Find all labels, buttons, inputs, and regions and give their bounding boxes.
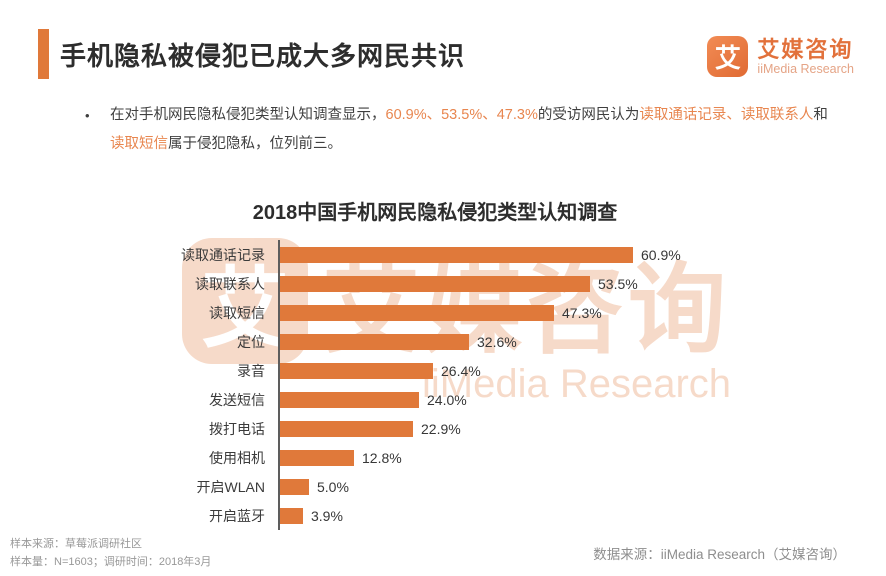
- bar-area: 26.4%: [278, 356, 770, 385]
- highlighted-text: 60.9%、53.5%、47.3%: [385, 107, 538, 123]
- category-label: 录音: [237, 362, 265, 379]
- chart-row: 读取通话记录 60.9%: [150, 240, 770, 269]
- category-label: 开启蓝牙: [209, 507, 265, 524]
- category-label: 读取通话记录: [181, 246, 265, 263]
- category-label: 拨打电话: [209, 420, 265, 437]
- value-label: 53.5%: [598, 275, 638, 292]
- bar-area: 24.0%: [278, 385, 770, 414]
- bar-area: 53.5%: [278, 269, 770, 298]
- sample-source-line: 样本来源：草莓派调研社区: [10, 538, 142, 550]
- bar-area: 5.0%: [278, 472, 770, 501]
- bar: [280, 420, 413, 437]
- chart-row: 读取联系人 53.5%: [150, 269, 770, 298]
- page-title: 手机隐私被侵犯已成大多网民共识: [60, 40, 466, 71]
- highlighted-text: 读取短信: [110, 136, 168, 152]
- value-label: 32.6%: [477, 333, 517, 350]
- body-text: 和: [813, 107, 828, 123]
- category-label: 使用相机: [209, 449, 265, 466]
- bar: [280, 391, 419, 408]
- bar: [280, 275, 590, 292]
- category-label: 发送短信: [209, 391, 265, 408]
- bar-area: 47.3%: [278, 298, 770, 327]
- category-label: 开启WLAN: [196, 478, 265, 495]
- body-text: 属于侵犯隐私，位列前三。: [168, 136, 342, 152]
- bar-area: 60.9%: [278, 240, 770, 269]
- body-text: 在对手机网民隐私侵犯类型认知调查显示，: [110, 107, 386, 123]
- value-label: 26.4%: [441, 362, 481, 379]
- bar-area: 3.9%: [278, 501, 770, 530]
- chart-row: 读取短信 47.3%: [150, 298, 770, 327]
- iimedia-logo-icon: 艾: [707, 36, 749, 77]
- body-text: 的受访网民认为: [537, 107, 640, 123]
- chart-title: 2018中国手机网民隐私侵犯类型认知调查: [252, 202, 618, 224]
- category-label: 读取联系人: [195, 275, 265, 292]
- chart-section: 艾 艾媒咨询 iiMedia Research 2018中国手机网民隐私侵犯类型…: [150, 196, 770, 530]
- value-label: 60.9%: [641, 246, 681, 263]
- chart-rows: 读取通话记录 60.9% 读取联系人 53.5% 读取短信 47.3% 定位 32.6% 录音 2…: [150, 240, 770, 530]
- category-label: 定位: [237, 333, 265, 350]
- chart-row: 使用相机 12.8%: [150, 443, 770, 472]
- sample-size-line: 样本量：N=1603；调研时间：2018年3月: [10, 556, 212, 568]
- logo-name-cn: 艾媒咨询: [757, 37, 854, 62]
- chart-row: 开启WLAN 5.0%: [150, 472, 770, 501]
- slide-header: 手机隐私被侵犯已成大多网民共识: [38, 29, 465, 79]
- iimedia-logo: 艾 艾媒咨询 iiMedia Research: [707, 36, 854, 77]
- value-label: 22.9%: [421, 420, 461, 437]
- summary-bullet: • 在对手机网民隐私侵犯类型认知调查显示，60.9%、53.5%、47.3%的受…: [85, 101, 833, 159]
- value-label: 5.0%: [317, 478, 349, 495]
- bar: [280, 449, 354, 466]
- bullet-text: 在对手机网民隐私侵犯类型认知调查显示，60.9%、53.5%、47.3%的受访网…: [110, 101, 833, 159]
- bullet-marker: •: [85, 108, 90, 123]
- title-accent-bar: [38, 29, 49, 79]
- sample-source-note: 样本来源：草莓派调研社区 样本量：N=1603；调研时间：2018年3月: [10, 535, 211, 571]
- chart-row: 开启蓝牙 3.9%: [150, 501, 770, 530]
- bar: [280, 362, 433, 379]
- value-label: 24.0%: [427, 391, 467, 408]
- bar: [280, 246, 633, 263]
- chart-row: 拨打电话 22.9%: [150, 414, 770, 443]
- bar-area: 32.6%: [278, 327, 770, 356]
- highlighted-text: 读取通话记录、读取联系人: [639, 107, 814, 123]
- value-label: 3.9%: [311, 507, 343, 524]
- chart-row: 发送短信 24.0%: [150, 385, 770, 414]
- value-label: 12.8%: [362, 449, 402, 466]
- category-label: 读取短信: [209, 304, 265, 321]
- chart-row: 录音 26.4%: [150, 356, 770, 385]
- logo-text: 艾媒咨询 iiMedia Research: [757, 37, 854, 76]
- data-source-note: 数据来源：iiMedia Research（艾媒咨询）: [593, 547, 846, 562]
- chart-row: 定位 32.6%: [150, 327, 770, 356]
- bar: [280, 478, 309, 495]
- bar-area: 12.8%: [278, 443, 770, 472]
- bar-area: 22.9%: [278, 414, 770, 443]
- bar: [280, 507, 303, 524]
- bar: [280, 304, 554, 321]
- logo-name-en: iiMedia Research: [757, 62, 854, 76]
- value-label: 47.3%: [562, 304, 602, 321]
- bar: [280, 333, 469, 350]
